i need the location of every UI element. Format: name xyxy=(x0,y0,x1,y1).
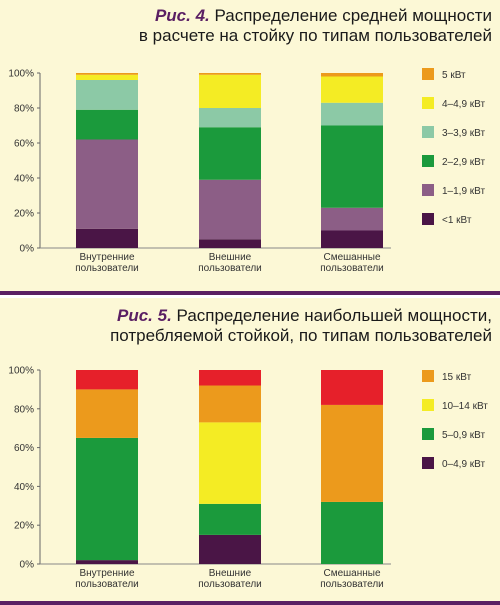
bar-segment xyxy=(76,73,138,75)
x-tick-label: Внешние пользователи xyxy=(198,252,262,274)
figure4-title: Рис. 4. Распределение средней мощности в… xyxy=(139,6,492,46)
legend-swatch xyxy=(422,428,434,440)
legend-label: 15 кВт xyxy=(442,372,472,383)
bar-segment xyxy=(321,501,383,564)
bar-segment xyxy=(321,207,383,231)
bar-segment xyxy=(199,534,261,564)
y-tick-label: 100% xyxy=(8,366,34,377)
legend-label: 4–4,9 кВт xyxy=(442,99,486,110)
x-tick-label: Внутренние пользователи xyxy=(75,568,139,590)
bar-segment xyxy=(76,80,138,110)
figure5-chart: 0% 20% 40% 60% 80% 100% Внутренние пользователи… xyxy=(8,366,488,591)
y-tick-label: 40% xyxy=(14,174,34,185)
bar-segment xyxy=(199,108,261,128)
x-tick-label: Внешние пользователи xyxy=(198,568,262,590)
bar-segment xyxy=(76,228,138,248)
y-tick-label: 80% xyxy=(14,404,34,415)
legend-label: 2–2,9 кВт xyxy=(442,157,486,168)
y-tick-label: 20% xyxy=(14,521,34,532)
bar-segment xyxy=(76,560,138,564)
figure4-title-line1: Распределение средней мощности xyxy=(214,6,493,25)
legend-label: 1–1,9 кВт xyxy=(442,186,486,197)
legend-swatch xyxy=(422,457,434,469)
legend-swatch xyxy=(422,126,434,138)
bar-segment xyxy=(76,109,138,140)
bar-segment xyxy=(76,370,138,390)
legend-label: 5–0,9 кВт xyxy=(442,430,486,441)
bar-segment xyxy=(199,73,261,75)
bar-segment xyxy=(76,437,138,561)
figure5-divider xyxy=(0,601,500,605)
bar-segment xyxy=(76,139,138,229)
figure4-chart: 0% 20% 40% 60% 80% 100% Внутренние пользователи… xyxy=(8,68,486,274)
bar-segment xyxy=(199,385,261,423)
legend-swatch xyxy=(422,370,434,382)
legend-swatch xyxy=(422,213,434,225)
y-tick-label: 60% xyxy=(14,139,34,150)
x-tick-label: Внутренние пользователи xyxy=(75,252,139,274)
bar-segment xyxy=(199,127,261,180)
y-tick-label: 100% xyxy=(8,69,34,80)
figure5-title-line2: потребляемой стойкой, по типам пользоват… xyxy=(110,326,492,345)
bar-segment xyxy=(321,125,383,208)
legend-swatch xyxy=(422,97,434,109)
y-tick-label: 60% xyxy=(14,443,34,454)
y-tick-label: 0% xyxy=(20,244,35,255)
bar-segment xyxy=(199,239,261,248)
bar-segment xyxy=(321,102,383,126)
bar-segment xyxy=(76,389,138,438)
bar-segment xyxy=(199,422,261,504)
legend-swatch xyxy=(422,399,434,411)
legend-label: 0–4,9 кВт xyxy=(442,459,486,470)
y-tick-label: 40% xyxy=(14,482,34,493)
x-tick-label: Смешанные пользователи xyxy=(320,252,384,274)
legend-label: 10–14 кВт xyxy=(442,401,488,412)
x-tick-label: Смешанные пользователи xyxy=(320,568,384,590)
y-tick-label: 80% xyxy=(14,104,34,115)
bar-segment xyxy=(199,74,261,108)
bar-segment xyxy=(199,370,261,386)
figure4-label: Рис. 4. xyxy=(154,6,210,25)
figure4-divider xyxy=(0,291,500,295)
legend-label: 5 кВт xyxy=(442,70,466,81)
bar-segment xyxy=(76,74,138,80)
figure5-title: Рис. 5. Распределение наибольшей мощност… xyxy=(110,306,492,346)
bar-segment xyxy=(321,230,383,248)
bar-segment xyxy=(321,404,383,502)
bar-segment xyxy=(199,179,261,240)
y-tick-label: 0% xyxy=(20,560,35,571)
bar-segment xyxy=(321,76,383,103)
figure5-title-line1: Распределение наибольшей мощности, xyxy=(176,306,492,325)
legend-swatch xyxy=(422,155,434,167)
bar-segment xyxy=(321,73,383,77)
bar-segment xyxy=(199,503,261,535)
y-tick-label: 20% xyxy=(14,209,34,220)
figure5-label: Рис. 5. xyxy=(117,306,172,325)
legend-label: 3–3,9 кВт xyxy=(442,128,486,139)
bar-segment xyxy=(321,370,383,405)
legend-swatch xyxy=(422,68,434,80)
legend-label: <1 кВт xyxy=(442,215,472,226)
figure4-title-line2: в расчете на стойку по типам пользовател… xyxy=(138,26,492,45)
legend-swatch xyxy=(422,184,434,196)
